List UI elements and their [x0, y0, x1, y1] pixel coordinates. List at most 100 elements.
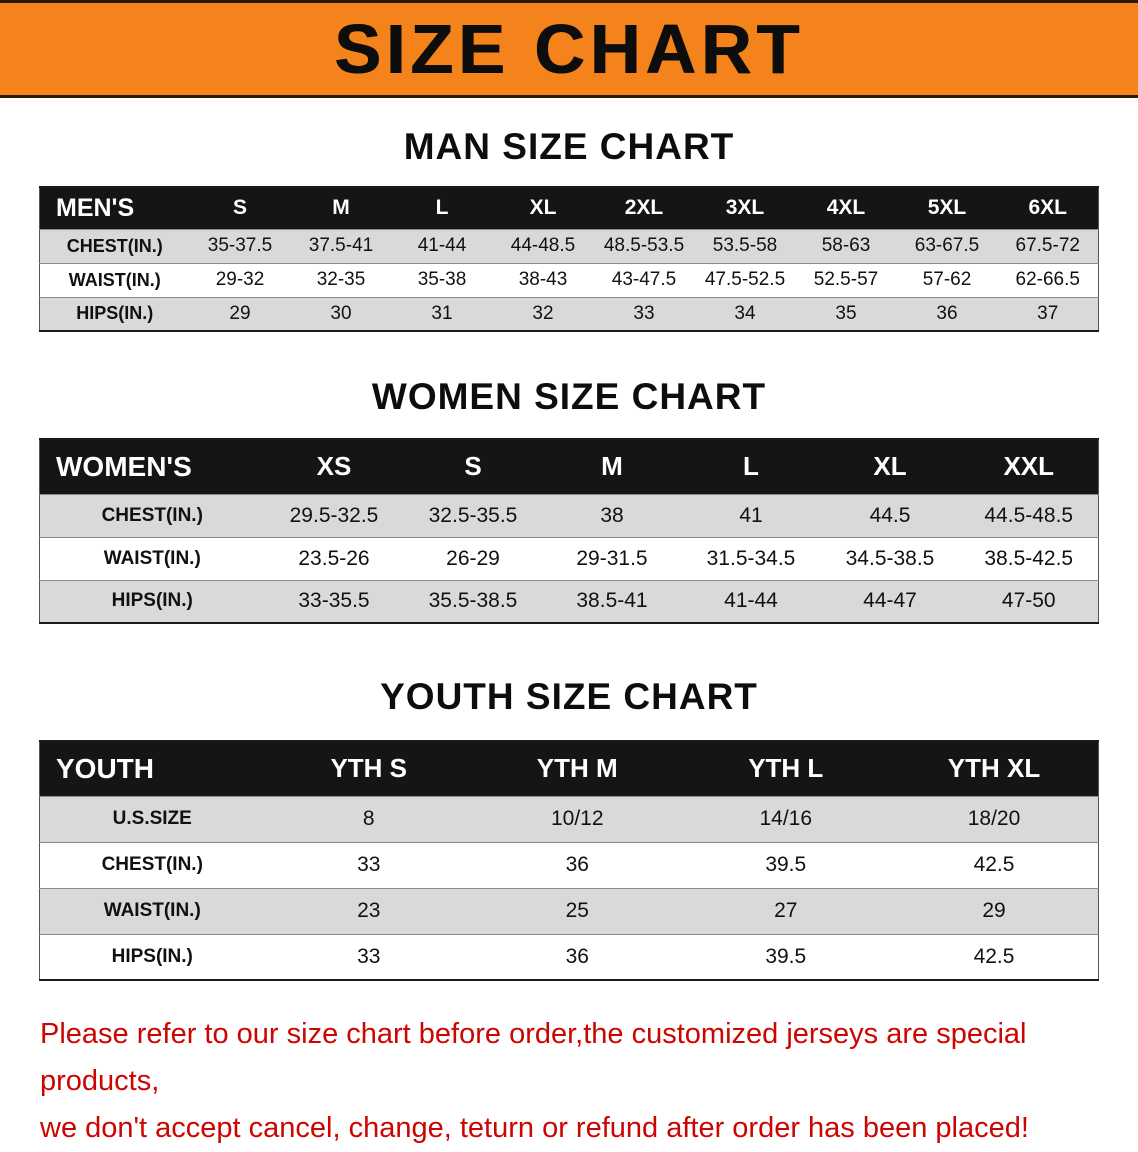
- value-cell: 44-47: [863, 589, 917, 613]
- table-row: HIPS(IN.) 33 36 39.5 42.5: [39, 934, 1099, 980]
- table-row: HIPS(IN.) 29 30 31 32 33 34 35 36 37: [39, 297, 1099, 331]
- row-label-cell: CHEST(IN.): [66, 235, 163, 256]
- value-cell: 32: [532, 302, 554, 324]
- table-row: HIPS(IN.) 33-35.5 35.5-38.5 38.5-41 41-44 44-…: [39, 580, 1099, 623]
- men-section-heading: MAN SIZE CHART: [403, 126, 735, 167]
- men-section: MAN SIZE CHART MEN'S S M L XL 2XL 3XL 4XL 5XL 6XL…: [0, 126, 1138, 332]
- value-cell: 53.5-58: [712, 235, 778, 256]
- row-label-cell: CHEST(IN.): [101, 854, 203, 875]
- value-cell: 31: [431, 302, 453, 324]
- value-cell: 23.5-26: [298, 546, 370, 570]
- row-label-cell: WAIST(IN.): [103, 547, 201, 569]
- value-cell: 33: [357, 853, 381, 876]
- women-section: WOMEN SIZE CHART WOMEN'S XS S M L XL XXL CHEST(…: [0, 376, 1138, 624]
- value-cell: 43-47.5: [611, 269, 677, 290]
- size-header-cell: XL: [492, 187, 594, 229]
- value-cell: 39.5: [765, 853, 807, 876]
- size-header-cell: YTH S: [264, 741, 473, 796]
- value-cell: 34.5-38.5: [845, 546, 935, 570]
- size-header-cell: M: [542, 439, 682, 494]
- table-row: WAIST(IN.) 23.5-26 26-29 29-31.5 31.5-34.5 34…: [39, 537, 1099, 580]
- value-cell: 35.5-38.5: [428, 589, 518, 613]
- value-cell: 26-29: [446, 546, 500, 570]
- value-cell: 23: [357, 899, 381, 922]
- value-cell: 47-50: [1001, 589, 1056, 613]
- value-cell: 47.5-52.5: [704, 269, 786, 290]
- table-title-cell: YOUTH: [39, 741, 265, 796]
- size-header-cell: 6XL: [997, 187, 1099, 229]
- value-cell: 36: [565, 944, 589, 968]
- value-cell: 27: [774, 899, 798, 922]
- table-header-row: WOMEN'S XS S M L XL XXL: [39, 439, 1099, 494]
- value-cell: 67.5-72: [1015, 235, 1080, 256]
- value-cell: 42.5: [973, 944, 1015, 968]
- table-row: WAIST(IN.) 29-32 32-35 35-38 38-43 43-47.5 47.…: [39, 263, 1099, 297]
- youth-section-heading: YOUTH SIZE CHART: [380, 676, 758, 717]
- value-cell: 30: [330, 302, 352, 324]
- size-header-cell: YTH M: [473, 741, 682, 796]
- value-cell: 44-48.5: [510, 235, 576, 256]
- table-row: WAIST(IN.) 23 25 27 29: [39, 888, 1099, 934]
- value-cell: 10/12: [550, 807, 604, 830]
- size-header-cell: XS: [264, 439, 404, 494]
- value-cell: 35-38: [417, 269, 467, 290]
- table-row: U.S.SIZE 8 10/12 14/16 18/20: [39, 796, 1099, 842]
- value-cell: 48.5-53.5: [603, 235, 685, 256]
- value-cell: 14/16: [759, 807, 813, 830]
- value-cell: 32-35: [316, 269, 366, 290]
- value-cell: 38.5-42.5: [984, 546, 1074, 570]
- youth-section: YOUTH SIZE CHART YOUTH YTH S YTH M YTH L YTH…: [0, 676, 1138, 981]
- size-header-cell: L: [681, 439, 821, 494]
- size-header-cell: XL: [820, 439, 960, 494]
- size-header-cell: M: [290, 187, 392, 229]
- value-cell: 32.5-35.5: [428, 503, 518, 527]
- row-label-cell: WAIST(IN.): [68, 269, 161, 290]
- value-cell: 44.5-48.5: [984, 503, 1074, 527]
- size-header-cell: S: [189, 187, 291, 229]
- size-header-cell: L: [391, 187, 493, 229]
- row-label-cell: HIPS(IN.): [111, 590, 193, 612]
- table-row: CHEST(IN.) 29.5-32.5 32.5-35.5 38 41 44.5 44.5…: [39, 494, 1099, 537]
- men-size-table: MEN'S S M L XL 2XL 3XL 4XL 5XL 6XL CHEST(IN.) 35-37…: [39, 186, 1099, 332]
- row-label-cell: U.S.SIZE: [112, 808, 192, 829]
- value-cell: 33: [357, 944, 381, 968]
- row-label-cell: HIPS(IN.): [111, 945, 193, 967]
- value-cell: 35-37.5: [207, 235, 273, 256]
- banner: SIZE CHART: [0, 0, 1138, 98]
- size-header-cell: 5XL: [896, 187, 998, 229]
- page-title: SIZE CHART: [334, 10, 804, 88]
- value-cell: 33: [633, 302, 655, 324]
- row-label-cell: WAIST(IN.): [103, 900, 201, 921]
- women-section-heading: WOMEN SIZE CHART: [371, 376, 767, 417]
- value-cell: 29: [229, 302, 251, 324]
- disclaimer: Please refer to our size chart before or…: [40, 1011, 1118, 1152]
- value-cell: 29.5-32.5: [289, 503, 379, 527]
- value-cell: 29-32: [215, 269, 265, 290]
- value-cell: 29: [982, 899, 1006, 922]
- row-label-cell: CHEST(IN.): [101, 504, 203, 526]
- value-cell: 38: [600, 503, 624, 527]
- value-cell: 38.5-41: [576, 589, 648, 613]
- table-row: CHEST(IN.) 35-37.5 37.5-41 41-44 44-48.5 48.5…: [39, 229, 1099, 263]
- value-cell: 34: [734, 302, 756, 324]
- table-title-cell: MEN'S: [39, 187, 190, 229]
- size-header-cell: 2XL: [593, 187, 695, 229]
- value-cell: 18/20: [967, 807, 1021, 830]
- size-header-cell: YTH XL: [890, 741, 1099, 796]
- table-header-row: YOUTH YTH S YTH M YTH L YTH XL: [39, 741, 1099, 796]
- value-cell: 37.5-41: [308, 235, 374, 256]
- value-cell: 35: [835, 302, 857, 324]
- disclaimer-line-2: we don't accept cancel, change, teturn o…: [40, 1111, 1029, 1144]
- size-header-cell: S: [403, 439, 543, 494]
- women-size-table: WOMEN'S XS S M L XL XXL CHEST(IN.) 29.5-32.5 32.5…: [39, 438, 1099, 624]
- value-cell: 38-43: [518, 269, 568, 290]
- value-cell: 44.5: [869, 503, 911, 527]
- value-cell: 37: [1037, 302, 1059, 324]
- value-cell: 63-67.5: [914, 235, 980, 256]
- size-header-cell: 4XL: [795, 187, 897, 229]
- table-header-row: MEN'S S M L XL 2XL 3XL 4XL 5XL 6XL: [39, 187, 1099, 229]
- disclaimer-line-1: Please refer to our size chart before or…: [40, 1018, 1027, 1097]
- size-header-cell: YTH L: [681, 741, 890, 796]
- size-header-cell: XXL: [959, 439, 1099, 494]
